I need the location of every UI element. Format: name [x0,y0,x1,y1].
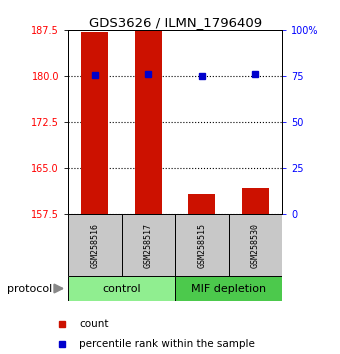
Text: GSM258517: GSM258517 [144,223,153,268]
Text: control: control [102,284,141,293]
Text: GSM258530: GSM258530 [251,223,260,268]
Bar [122,214,175,276]
Bar [175,276,282,301]
Text: count: count [79,319,108,329]
Bar [68,214,122,276]
Bar [175,214,229,276]
Bar [68,276,175,301]
Text: GSM258516: GSM258516 [90,223,99,268]
Bar [229,214,282,276]
Text: percentile rank within the sample: percentile rank within the sample [79,339,255,349]
Text: MIF depletion: MIF depletion [191,284,266,293]
Text: GSM258515: GSM258515 [198,223,206,268]
Text: protocol: protocol [7,284,52,293]
Bar [135,31,162,214]
Bar [188,194,215,214]
Bar [81,32,108,214]
Bar [242,188,269,214]
Title: GDS3626 / ILMN_1796409: GDS3626 / ILMN_1796409 [88,16,262,29]
